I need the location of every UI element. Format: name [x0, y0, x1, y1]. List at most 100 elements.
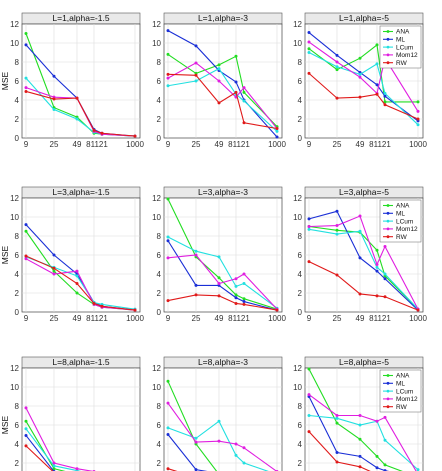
data-point-lcum: [24, 76, 28, 80]
data-point-rw: [416, 308, 420, 312]
data-point-ml: [383, 277, 387, 281]
data-point-lcum: [194, 79, 198, 83]
y-tick-label: 12: [10, 20, 19, 29]
data-point-lcum: [307, 414, 311, 417]
legend-entry: Mom12: [396, 226, 418, 233]
data-point-lcum: [75, 274, 79, 278]
series-line-ana: [308, 368, 403, 471]
data-point-ana: [166, 52, 170, 56]
data-point-ml: [242, 300, 246, 304]
x-tick-label: 81121: [228, 140, 250, 149]
y-tick-label: 10: [10, 383, 19, 392]
data-point-ana: [375, 454, 379, 458]
data-point-ana: [335, 421, 339, 425]
y-tick-label: 12: [293, 364, 302, 373]
data-point-rw: [92, 301, 96, 305]
legend-entry: ANA: [396, 203, 410, 210]
series-line-mom12: [167, 62, 278, 129]
series-line-rw: [308, 72, 419, 120]
y-tick-label: 8: [157, 232, 162, 241]
y-tick-label: 8: [298, 58, 303, 67]
data-point-ml: [194, 44, 198, 48]
data-point-mom12: [358, 414, 362, 417]
series-line-ml: [167, 240, 278, 311]
y-tick-label: 6: [157, 421, 162, 430]
data-point-ml: [24, 223, 28, 227]
data-point-ana: [166, 379, 170, 383]
legend-marker-mom12: [386, 53, 390, 57]
data-point-ml: [375, 83, 379, 87]
x-tick-label: 1000: [268, 140, 286, 149]
panel-5: L=3,alpha=-3 0 2 4 6 8 10 12 9 25 49 81121 1000: [152, 186, 286, 323]
x-tick-label: 81121: [228, 314, 250, 323]
data-point-rw: [335, 460, 339, 464]
data-point-mom12: [217, 282, 221, 285]
data-point-mom12: [234, 442, 238, 446]
series-line-ana: [167, 53, 278, 127]
data-point-lcum: [52, 464, 56, 468]
series-line-lcum: [25, 428, 82, 471]
data-point-ana: [217, 276, 221, 280]
data-point-mom12: [335, 60, 339, 64]
data-point-ana: [75, 291, 79, 295]
panel-title: L=8,alpha=-5: [339, 357, 389, 367]
data-point-rw: [242, 121, 246, 125]
series-line-mom12: [167, 254, 278, 310]
data-point-ana: [375, 43, 379, 47]
legend-marker-lcum: [386, 219, 390, 223]
legend-marker-rw: [386, 405, 390, 409]
data-point-ana: [375, 248, 379, 252]
legend-entry: ML: [396, 37, 405, 44]
data-point-rw: [335, 273, 339, 277]
data-point-ml: [275, 135, 279, 139]
y-tick-label: 12: [10, 194, 19, 203]
panel-title: L=1,alpha=-1.5: [52, 13, 109, 23]
data-point-ana: [242, 90, 246, 94]
x-tick-label: 9: [307, 140, 312, 149]
legend-marker-ml: [386, 211, 390, 215]
y-tick-label: 8: [157, 402, 162, 411]
legend-marker-ana: [386, 30, 390, 33]
legend-entry: ML: [396, 211, 405, 218]
panel-title: L=3,alpha=-3: [198, 187, 248, 197]
y-tick-label: 6: [298, 421, 303, 430]
data-point-rw: [217, 101, 221, 105]
series-line-mom12: [25, 407, 95, 471]
plot-area: [21, 367, 141, 471]
legend-entry: Mom12: [396, 52, 418, 59]
data-point-rw: [358, 292, 362, 296]
series-line-rw: [167, 73, 278, 130]
data-point-mom12: [166, 401, 170, 405]
legend-marker-lcum: [386, 389, 390, 393]
data-point-mom12: [375, 263, 379, 266]
data-point-rw: [100, 131, 104, 135]
data-point-mom12: [307, 225, 311, 228]
y-tick-label: 2: [15, 459, 20, 468]
data-point-ana: [52, 269, 56, 273]
data-point-ana: [24, 229, 28, 233]
y-tick-label: 8: [15, 232, 20, 241]
data-point-mom12: [24, 406, 28, 410]
panel-6: L=3,alpha=-5 0 2 4 6 8 10 12 9 25 49 81121 1000 ANAML…: [293, 186, 427, 323]
y-tick-label: 8: [298, 232, 303, 241]
legend-entry: LCum: [396, 44, 413, 51]
y-tick-label: 8: [157, 58, 162, 67]
legend-marker-ana: [386, 204, 390, 207]
x-tick-label: 81121: [369, 140, 391, 149]
data-point-rw: [307, 71, 311, 75]
x-tick-label: 1000: [268, 314, 286, 323]
data-point-lcum: [194, 249, 198, 253]
y-tick-label: 4: [298, 96, 303, 105]
data-point-mom12: [242, 446, 246, 450]
panel-4: L=3,alpha=-1.5 0 2 4 6 8 10 12 9 25 49 81121 1000 MSE: [0, 186, 144, 323]
legend-entry: RW: [396, 60, 408, 67]
data-point-rw: [24, 444, 28, 448]
x-tick-label: 81121: [369, 314, 391, 323]
data-point-mom12: [166, 76, 170, 80]
y-tick-label: 8: [298, 402, 303, 411]
data-point-lcum: [52, 108, 56, 111]
